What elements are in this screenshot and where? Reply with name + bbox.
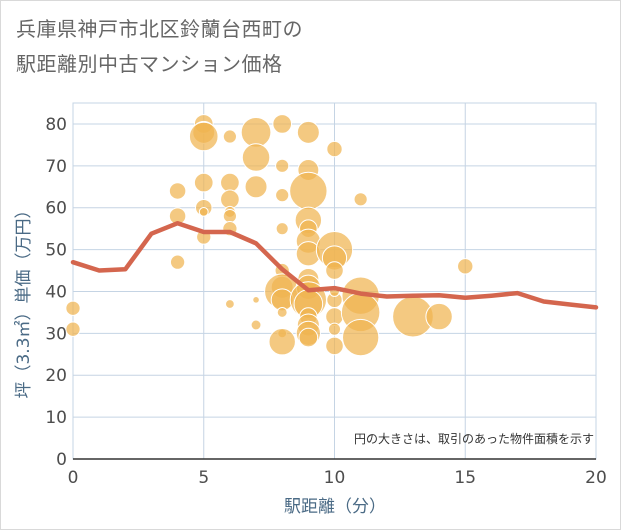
data-bubble [169,254,186,270]
axes [72,102,597,460]
data-bubble [298,327,319,348]
data-bubble [250,319,262,331]
data-bubble [325,261,344,280]
x-tick-label: 10 [324,468,346,488]
data-bubble [65,321,81,337]
data-bubble [188,121,219,152]
data-bubble [240,116,272,148]
x-tick-label: 20 [585,468,607,488]
bubble-layer [65,114,474,357]
data-bubble [252,296,260,304]
y-tick-label: 70 [45,157,67,177]
y-tick-label: 10 [45,408,67,428]
average-price-line [70,220,599,310]
data-bubble [327,322,342,336]
average-line-layer [70,220,599,310]
data-bubble [241,143,271,172]
data-bubble [296,120,320,144]
data-bubble [268,328,296,356]
y-tick-label: 80 [45,115,67,135]
data-bubble [272,114,293,134]
x-axis-label: 駅距離（分） [284,497,386,517]
data-bubble [275,188,290,203]
data-bubble [325,336,344,356]
data-bubble [276,306,288,318]
data-bubble [193,172,214,193]
data-bubble [289,171,328,211]
chart-title-line1: 兵庫県神戸市北区鈴蘭台西町の [16,17,303,41]
gridlines [72,103,597,460]
data-bubble [425,302,453,331]
data-bubble [353,192,368,207]
data-bubble [275,158,290,173]
data-bubble [220,189,240,210]
data-bubble [168,182,187,200]
data-bubble [457,258,474,275]
y-tick-label: 20 [45,366,67,386]
data-bubble [198,206,209,217]
x-tick-label: 5 [198,468,209,488]
y-tick-label: 50 [45,241,67,261]
y-axis-label: 坪（3.3㎡）単価（万円） [14,201,34,398]
data-bubble [342,318,380,357]
data-bubble [326,140,343,158]
tick-labels: 0 10 20 30 40 50 60 70 80 0 5 10 15 20 [45,115,606,488]
y-tick-label: 60 [45,199,67,219]
data-bubble [275,222,289,236]
chart-title-line2: 駅距離別中古マンション価格 [16,52,283,76]
data-bubble [225,299,235,309]
data-bubble [244,175,268,199]
bubble-size-note: 円の大きさは、取引のあった物件面積を示す [354,431,594,446]
x-tick-label: 0 [68,468,79,488]
data-bubble [222,208,237,224]
data-bubble [65,300,81,316]
data-bubble [220,172,240,193]
x-tick-label: 15 [454,468,476,488]
y-tick-label: 30 [45,324,67,344]
y-tick-label: 0 [56,450,67,470]
data-bubble [222,129,237,144]
y-tick-label: 40 [45,282,67,302]
